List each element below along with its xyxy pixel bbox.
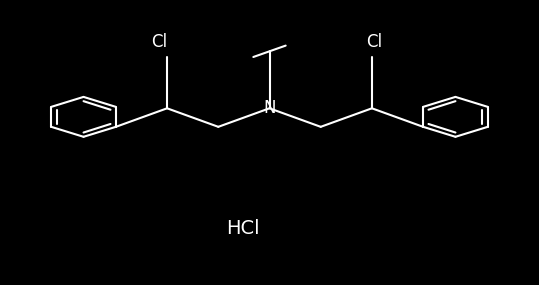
Text: HCl: HCl — [226, 219, 259, 237]
Text: N: N — [263, 99, 276, 117]
Text: Cl: Cl — [367, 33, 383, 51]
Text: Cl: Cl — [151, 33, 167, 51]
